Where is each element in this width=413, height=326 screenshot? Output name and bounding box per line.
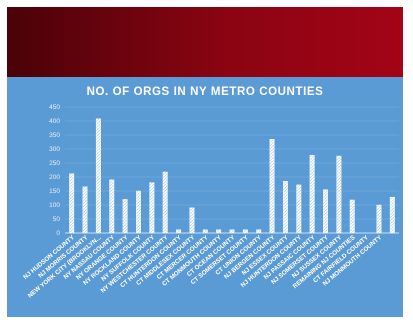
y-axis-ticks: 0 50 100 150 200 250 300 350 400 450 <box>49 104 60 237</box>
bar <box>269 138 275 234</box>
bar <box>176 229 182 234</box>
bar <box>376 204 382 234</box>
chart-title: NO. OF ORGS IN NY METRO COUNTIES <box>86 86 324 98</box>
bars <box>69 118 395 234</box>
bar-chart: 0 50 100 150 200 250 300 350 400 450 NJ HUDSON CO… <box>22 104 399 300</box>
bar <box>69 173 75 234</box>
gridlines <box>65 106 399 234</box>
y-tick-label: 450 <box>49 104 60 111</box>
bar <box>323 189 328 234</box>
bar <box>122 199 128 234</box>
bar <box>109 179 115 234</box>
bar <box>136 190 141 234</box>
y-tick-label: 200 <box>49 174 60 181</box>
y-tick-label: 150 <box>49 188 60 195</box>
title-banner <box>7 7 403 77</box>
bar <box>162 171 168 234</box>
bar <box>149 182 155 234</box>
y-tick-label: 300 <box>49 146 60 153</box>
bar <box>229 229 235 234</box>
bar <box>256 229 262 234</box>
bar <box>202 229 208 234</box>
slide-frame: NO. OF ORGS IN NY METRO COUNTIES 0 50 100 1… <box>7 7 403 317</box>
y-tick-label: 400 <box>49 118 60 125</box>
y-tick-label: 250 <box>49 160 60 167</box>
bar <box>309 154 315 234</box>
bar <box>349 199 355 234</box>
bar <box>282 180 288 234</box>
bar <box>296 184 302 234</box>
bar <box>336 155 342 234</box>
bar <box>216 229 222 234</box>
bar <box>389 196 395 234</box>
y-tick-label: 50 <box>53 216 61 223</box>
y-tick-label: 100 <box>49 202 60 209</box>
bar <box>242 229 248 234</box>
y-tick-label: 350 <box>49 132 60 139</box>
bar <box>82 186 88 234</box>
bar <box>189 207 195 234</box>
y-tick-label: 0 <box>56 230 60 237</box>
bar <box>95 118 101 234</box>
